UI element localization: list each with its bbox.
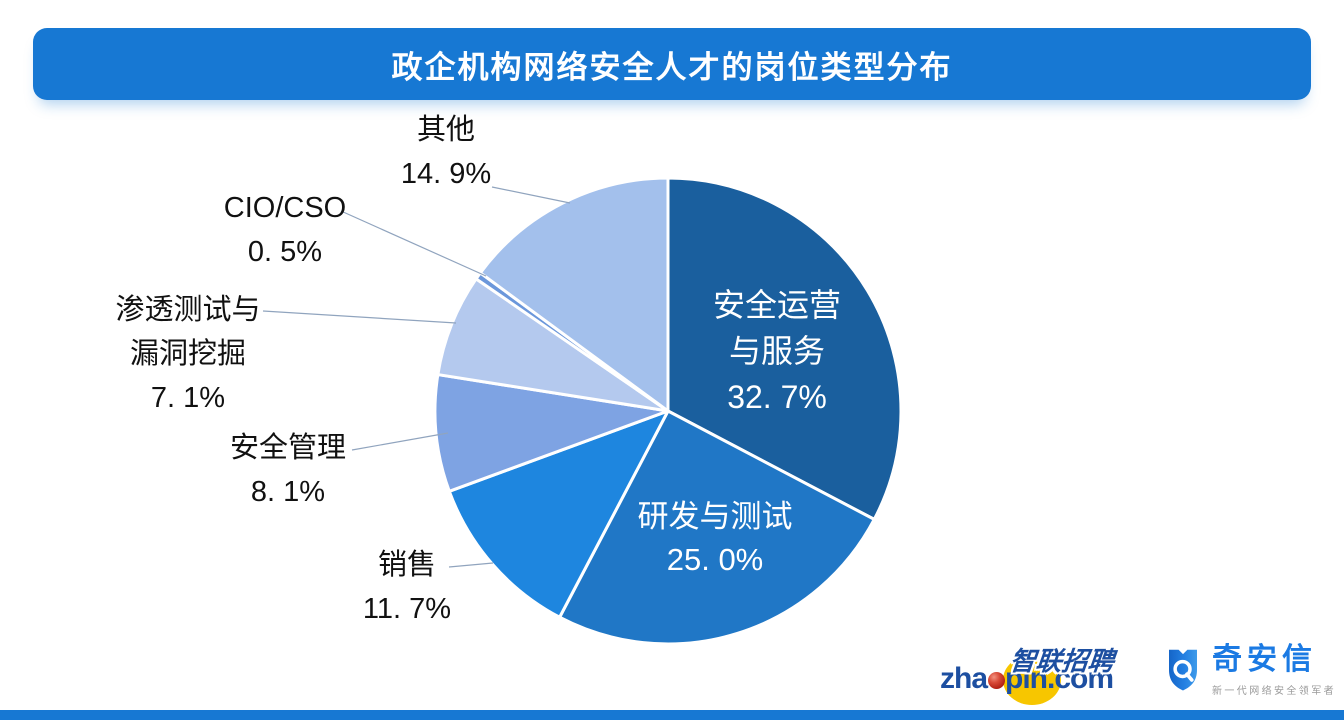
chart-title: 政企机构网络安全人才的岗位类型分布	[391, 49, 953, 85]
bottom-accent-bar	[0, 710, 1344, 720]
qianxin-text-column: 奇安信 新一代网络安全领军者	[1212, 641, 1336, 707]
qianxin-shield-icon	[1169, 649, 1197, 691]
label-cio-cso-value: 0. 5%	[247, 236, 323, 268]
label-security-ops-line1: 安全运营	[712, 287, 841, 323]
label-pentest-value: 7. 1%	[150, 382, 226, 414]
pie-slice-6	[478, 176, 670, 413]
leader-line-pentest	[262, 310, 457, 324]
pie-slice-3	[433, 373, 670, 493]
zhaopin-red-ball-icon	[988, 671, 1006, 689]
leader-line-mgmt	[351, 432, 449, 451]
label-pentest-line1: 渗透测试与	[115, 294, 261, 326]
qianxin-tagline: 新一代网络安全领军者	[1212, 686, 1336, 697]
label-sales-value: 11. 7%	[362, 593, 452, 625]
label-security-ops-value: 32. 7%	[727, 379, 827, 415]
label-sales: 销售 11. 7%	[328, 543, 486, 631]
pie-slice-2	[447, 409, 670, 619]
zhaopin-wordmark-suffix: pin.com	[1005, 662, 1114, 695]
pie-slices	[433, 176, 903, 646]
label-security-mgmt-value: 8. 1%	[250, 476, 326, 508]
zhaopin-logo: zha pin.com 智联招聘	[938, 641, 1130, 707]
label-other-value: 14. 9%	[400, 158, 492, 190]
label-security-mgmt: 安全管理 8. 1%	[208, 426, 368, 514]
label-rd-testing-value: 25. 0%	[666, 542, 764, 577]
label-security-ops: 安全运营 与服务 32. 7%	[652, 282, 902, 420]
label-other: 其他 14. 9%	[368, 108, 524, 196]
label-sales-name: 销售	[377, 549, 436, 581]
label-security-ops-line2: 与服务	[728, 333, 825, 369]
leader-line-other	[491, 186, 571, 204]
pie-slice-4	[436, 277, 670, 413]
leader-line-sales	[448, 562, 494, 568]
zhaopin-wordmark-prefix: zha	[940, 662, 988, 695]
qianxin-name: 奇安信	[1212, 643, 1317, 676]
label-cio-cso: CIO/CSO 0. 5%	[203, 186, 367, 274]
label-other-name: 其他	[416, 114, 475, 146]
zhaopin-yellow-ellipse-icon	[1003, 655, 1061, 705]
chart-title-bar: 政企机构网络安全人才的岗位类型分布	[33, 28, 1311, 100]
label-pentest-line2: 漏洞挖掘	[129, 338, 246, 370]
label-rd-testing: 研发与测试 25. 0%	[590, 495, 840, 581]
label-security-mgmt-name: 安全管理	[229, 432, 346, 464]
label-pentest: 渗透测试与 漏洞挖掘 7. 1%	[93, 288, 283, 420]
zhaopin-wordmark: zha pin.com	[940, 662, 1114, 696]
pie-slice-0	[666, 176, 903, 521]
qianxin-logo: 奇安信 新一代网络安全领军者	[1162, 641, 1337, 707]
zhaopin-cn-wordmark: 智联招聘	[1008, 646, 1116, 676]
leader-lines	[262, 186, 571, 568]
label-rd-testing-name: 研发与测试	[637, 499, 793, 534]
label-cio-cso-name: CIO/CSO	[223, 192, 347, 224]
leader-line-cio	[340, 210, 487, 277]
